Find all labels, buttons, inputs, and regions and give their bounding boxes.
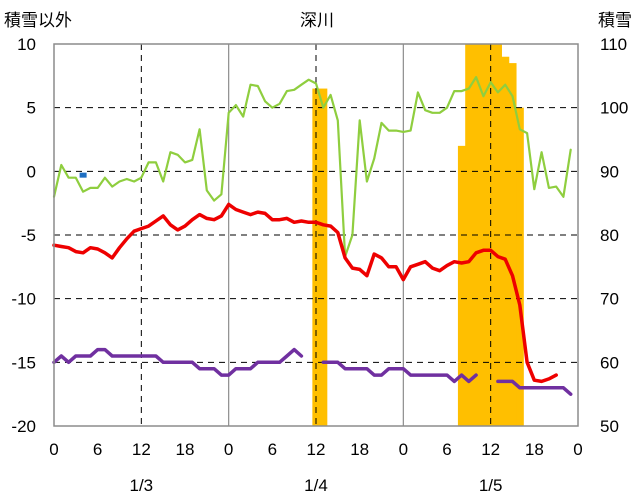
- x-hour-tick-label: 18: [176, 440, 195, 459]
- right-tick-label: 90: [600, 162, 619, 181]
- x-hour-tick-label: 18: [350, 440, 369, 459]
- plot-lines: [52, 75, 573, 396]
- x-hour-tick-label: 12: [481, 440, 500, 459]
- x-hour-tick-label: 6: [268, 440, 277, 459]
- x-hour-tick-label: 12: [307, 440, 326, 459]
- x-hour-tick-label: 18: [525, 440, 544, 459]
- right-tick-label: 100: [600, 99, 628, 118]
- x-date-label: 1/3: [130, 476, 154, 495]
- left-axis-label: 積雪以外: [4, 11, 72, 30]
- left-tick-label: -10: [11, 290, 36, 309]
- x-hour-tick-label: 0: [49, 440, 58, 459]
- right-tick-label: 50: [600, 417, 619, 436]
- snow-bar: [516, 107, 524, 427]
- series-blue-point: [79, 172, 87, 178]
- x-date-label: 1/4: [304, 476, 328, 495]
- grid-lines: [54, 44, 578, 426]
- left-tick-label: -15: [11, 353, 36, 372]
- left-axis-ticks: 10 5 0 -5 -10 -15 -20: [11, 35, 36, 436]
- x-hour-tick-label: 6: [93, 440, 102, 459]
- series-green-line: [52, 75, 572, 258]
- x-hour-tick-label: 0: [399, 440, 408, 459]
- right-tick-label: 80: [600, 226, 619, 245]
- x-hour-tick-label: 12: [132, 440, 151, 459]
- x-axis-date-labels: 1/3 1/4 1/5: [130, 476, 503, 495]
- right-tick-label: 60: [600, 353, 619, 372]
- right-axis-label: 積雪: [598, 11, 632, 30]
- snow-bar: [465, 44, 473, 426]
- snow-bar: [457, 145, 466, 426]
- right-axis-ticks: 110 100 90 80 70 60 50: [600, 35, 628, 436]
- snow-bar: [508, 63, 517, 426]
- x-hour-tick-label: 0: [224, 440, 233, 459]
- chart-title: 深川: [300, 11, 334, 30]
- series-purple-line: [496, 379, 573, 396]
- plot-area-frame: [53, 43, 579, 427]
- left-tick-label: 5: [27, 99, 36, 118]
- x-axis-hour-ticks: 0 6 12 18 0 6 12 18 0 6 12 18 0: [49, 440, 582, 459]
- x-hour-tick-label: 0: [573, 440, 582, 459]
- snow-bar: [319, 88, 328, 427]
- snow-bar: [501, 56, 510, 426]
- left-tick-label: -20: [11, 417, 36, 436]
- left-tick-label: 0: [27, 162, 36, 181]
- series-purple-line: [321, 360, 478, 384]
- series-purple-line: [52, 347, 304, 377]
- x-date-label: 1/5: [479, 476, 503, 495]
- series-red-line: [52, 202, 558, 384]
- x-hour-tick-label: 6: [442, 440, 451, 459]
- right-tick-label: 110: [600, 35, 627, 54]
- left-tick-label: 10: [17, 35, 36, 54]
- left-tick-label: -5: [21, 226, 36, 245]
- right-tick-label: 70: [600, 290, 619, 309]
